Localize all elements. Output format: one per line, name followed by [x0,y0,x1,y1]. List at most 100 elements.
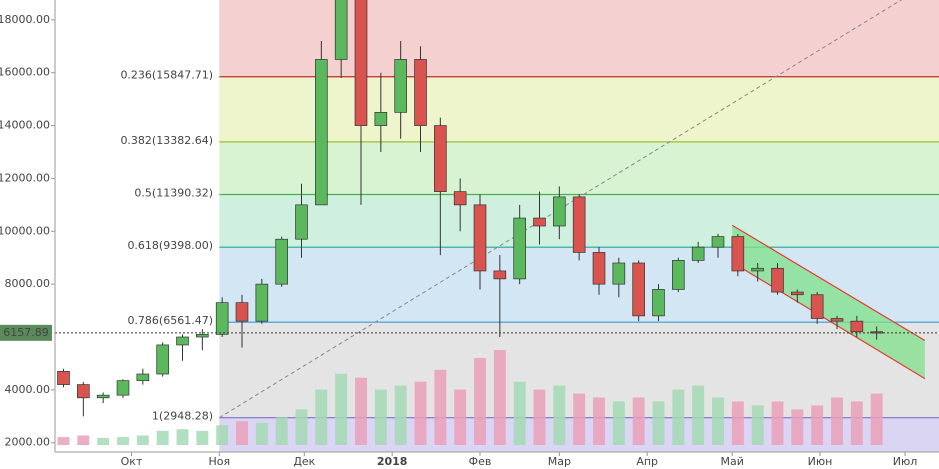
trend-line [219,0,903,419]
volume-bar [315,389,328,445]
volume-bar [57,437,70,445]
volume-bar [176,429,189,445]
volume-bar [216,425,229,445]
candle-body [533,217,546,227]
y-tick-label: 16000.00 [0,66,50,79]
volume-bar [612,401,625,445]
candle-body [731,236,745,272]
volume-bar [196,430,209,445]
volume-bar [593,397,605,445]
candle-body [612,262,626,285]
x-tick-label: Окт [121,455,143,468]
candle-body [453,191,467,206]
x-tick-label: Апр [636,455,658,468]
volume-bar [374,389,387,445]
volume-bar [632,397,645,445]
volume-bar [751,405,764,445]
fib-label: 0.618(9398.00) [127,239,213,252]
volume-bar [77,435,90,445]
channel-area [732,225,925,379]
candle-body [553,196,566,227]
candle-body [493,270,507,280]
x-tick-label: Фев [469,455,492,468]
candle-body [672,260,685,290]
volume-bar [850,401,863,445]
volume-bar [712,397,724,445]
volume-bar [117,437,129,445]
fib-zone [219,76,939,142]
candle-body [711,236,725,248]
candle-body [691,246,705,261]
volume-bar [652,401,665,445]
candle-body [96,394,110,399]
fib-label: 0.382(13382.64) [120,134,213,147]
candle-body [791,291,804,296]
candle-body [771,267,784,293]
volume-bar [275,417,288,445]
volume-bar [573,393,586,445]
volume-bar [295,409,308,445]
candle-body [156,344,169,375]
y-tick-label: 18000.00 [0,13,50,26]
candle-body [196,334,209,338]
candle-body [116,380,130,396]
candle-body [850,320,864,333]
volume-bar [831,397,843,445]
fib-zone [219,141,939,195]
y-tick-label: 4000.00 [5,383,51,396]
volume-bar [493,350,506,445]
fib-label: 0.786(6561.47) [127,314,213,327]
candle-body [572,196,586,253]
volume-bar [136,435,149,445]
volume-bar [236,421,248,445]
candle-body [295,204,308,240]
volume-bar [533,389,546,445]
x-tick-label: Июн [808,455,833,468]
candle-body [136,373,150,381]
candle-body [374,111,388,126]
candle-body [414,59,427,126]
candle-body [434,125,447,192]
candle-body [810,294,824,319]
candle-body [632,262,645,317]
fib-label: 1(2948.28) [152,410,213,423]
candle-body [473,204,487,272]
x-tick-label: Июл [893,455,918,468]
channel-line [731,261,926,380]
x-tick-label: Дек [293,455,315,468]
volume-bar [791,409,804,445]
volume-bar [335,373,348,445]
volume-bar [731,401,744,445]
candle-body [275,238,288,285]
volume-bar [434,369,447,445]
candle-body [394,59,407,113]
candle-body [751,267,764,272]
candle-body [57,371,70,385]
x-tick-label: 2018 [377,455,408,468]
x-tick-label: Май [720,455,743,468]
y-tick-label: 8000.00 [5,277,51,290]
candle-body [176,336,189,346]
last-price-box [0,324,52,341]
volume-bar [156,430,169,445]
volume-bar [672,389,685,445]
volume-bar [355,377,367,445]
volume-bar [811,405,824,445]
volume-bar [394,385,407,445]
plot: 0.236(15847.71) 0.382(13382.64) 0.5(11390.… [57,0,939,452]
y-tick-label: 10000.00 [0,224,50,237]
candle-body [315,59,328,206]
volume-bar [255,422,268,445]
channel-line [731,224,926,342]
volume-bar [454,389,467,445]
fib-label: 0.236(15847.71) [120,69,213,82]
candle-body [215,302,229,335]
x-tick-label: Мар [548,455,571,468]
last-price-label: 6157.89 [3,326,49,339]
candle-body [77,384,90,399]
candle-body [592,252,606,285]
candle-body [652,289,665,317]
volume-bar [692,385,705,445]
